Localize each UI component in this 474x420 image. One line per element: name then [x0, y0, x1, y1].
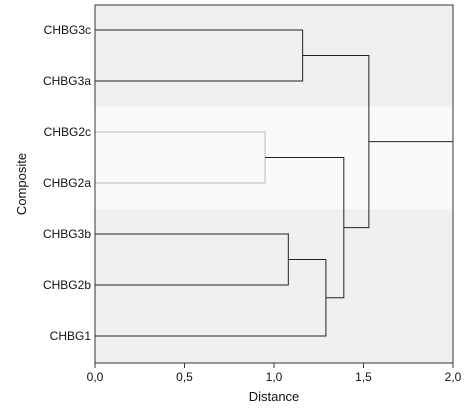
leaf-label-chbg2c: CHBG2c — [44, 125, 91, 139]
leaf-labels: CHBG3c CHBG3a CHBG2c CHBG2a CHBG3b CHBG2b CHBG… — [43, 23, 91, 343]
x-axis-label: Distance — [249, 389, 300, 404]
x-tick-label: 2,0 — [445, 370, 462, 384]
leaf-label-chbg1: CHBG1 — [50, 329, 92, 343]
x-axis: 0,0 0,5 1,0 1,5 2,0 — [87, 363, 462, 384]
leaf-label-chbg3a: CHBG3a — [43, 74, 91, 88]
dendrogram-links — [95, 29, 453, 337]
x-tick-label: 0,5 — [176, 370, 193, 384]
leaf-label-chbg2a: CHBG2a — [43, 176, 91, 190]
y-axis-label: Composite — [14, 153, 29, 215]
leaf-label-chbg2b: CHBG2b — [43, 278, 91, 292]
x-tick-label: 1,5 — [355, 370, 372, 384]
leaf-label-chbg3b: CHBG3b — [43, 227, 91, 241]
leaf-label-chbg3c: CHBG3c — [44, 23, 91, 37]
x-tick-label: 0,0 — [87, 370, 104, 384]
x-tick-label: 1,0 — [266, 370, 283, 384]
